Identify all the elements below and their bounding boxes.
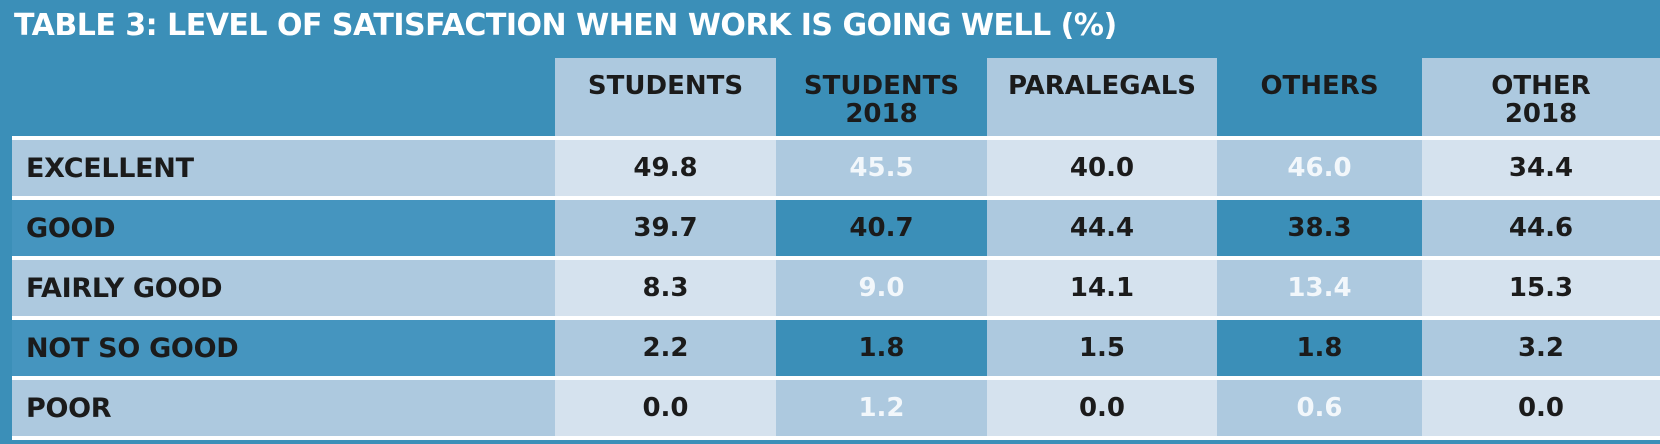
column-header-line1: STUDENTS bbox=[587, 71, 744, 101]
column-header: STUDENTS bbox=[555, 58, 776, 140]
table-cell: 1.2 bbox=[776, 378, 987, 440]
table-cell: 40.0 bbox=[987, 138, 1217, 200]
column-header: STUDENTS 2018 bbox=[776, 58, 987, 140]
row-label: EXCELLENT bbox=[12, 138, 555, 200]
row-label: FAIRLY GOOD bbox=[12, 258, 555, 320]
table-cell: 3.2 bbox=[1422, 318, 1660, 380]
table-cell: 14.1 bbox=[987, 258, 1217, 320]
table-row: FAIRLY GOOD 8.3 9.0 14.1 13.4 15.3 bbox=[12, 258, 1660, 320]
table-cell: 44.4 bbox=[987, 198, 1217, 260]
table-cell: 15.3 bbox=[1422, 258, 1660, 320]
column-header-line2: 2018 bbox=[1504, 99, 1578, 129]
column-header-line2: 2018 bbox=[845, 99, 918, 129]
column-header-line1: STUDENTS bbox=[803, 71, 960, 101]
row-label: POOR bbox=[12, 378, 555, 440]
table-cell: 1.8 bbox=[1217, 318, 1422, 380]
table-cell: 44.6 bbox=[1422, 198, 1660, 260]
row-label: GOOD bbox=[12, 198, 555, 260]
table-cell: 8.3 bbox=[555, 258, 776, 320]
table-row: GOOD 39.7 40.7 44.4 38.3 44.6 bbox=[12, 198, 1660, 260]
table-body: EXCELLENT 49.8 45.5 40.0 46.0 34.4 GOOD 39.7 40.… bbox=[12, 138, 1660, 440]
table-cell: 2.2 bbox=[555, 318, 776, 380]
table-row: EXCELLENT 49.8 45.5 40.0 46.0 34.4 bbox=[12, 138, 1660, 200]
table-cell: 13.4 bbox=[1217, 258, 1422, 320]
column-header-line1: OTHERS bbox=[1260, 71, 1379, 101]
column-header: OTHERS bbox=[1217, 58, 1422, 140]
table-row: NOT SO GOOD 2.2 1.8 1.5 1.8 3.2 bbox=[12, 318, 1660, 380]
table-cell: 45.5 bbox=[776, 138, 987, 200]
row-label: NOT SO GOOD bbox=[12, 318, 555, 380]
table-cell: 0.0 bbox=[987, 378, 1217, 440]
table-cell: 40.7 bbox=[776, 198, 987, 260]
table-cell: 38.3 bbox=[1217, 198, 1422, 260]
table-cell: 0.0 bbox=[555, 378, 776, 440]
table-title: TABLE 3: LEVEL OF SATISFACTION WHEN WORK… bbox=[14, 8, 1117, 43]
table-cell: 34.4 bbox=[1422, 138, 1660, 200]
table-cell: 9.0 bbox=[776, 258, 987, 320]
satisfaction-table: STUDENTS STUDENTS 2018 PARALEGALS OTHERS… bbox=[12, 58, 1660, 440]
column-header: PARALEGALS bbox=[987, 58, 1217, 140]
column-header-line1: PARALEGALS bbox=[1007, 71, 1197, 101]
table-cell: 49.8 bbox=[555, 138, 776, 200]
table-cell: 1.5 bbox=[987, 318, 1217, 380]
column-header: OTHER 2018 bbox=[1422, 58, 1660, 140]
table-cell: 1.8 bbox=[776, 318, 987, 380]
table-cell: 39.7 bbox=[555, 198, 776, 260]
column-header-line1: OTHER bbox=[1491, 71, 1591, 101]
header-empty-cell bbox=[12, 58, 555, 140]
table-row: POOR 0.0 1.2 0.0 0.6 0.0 bbox=[12, 378, 1660, 440]
header-row: STUDENTS STUDENTS 2018 PARALEGALS OTHERS… bbox=[12, 58, 1660, 140]
table-cell: 0.0 bbox=[1422, 378, 1660, 440]
table-cell: 0.6 bbox=[1217, 378, 1422, 440]
table-cell: 46.0 bbox=[1217, 138, 1422, 200]
